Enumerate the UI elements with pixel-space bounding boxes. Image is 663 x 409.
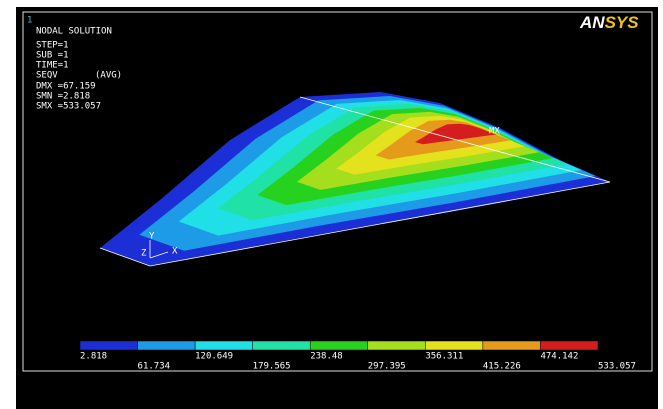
- triad-label: Z: [141, 249, 147, 259]
- legend-label: 120.649: [195, 352, 233, 362]
- legend-label: 238.48: [310, 352, 343, 362]
- legend-label: 356.311: [425, 352, 463, 362]
- legend-label: 297.395: [368, 362, 406, 372]
- frame: [22, 11, 653, 372]
- info-title: NODAL SOLUTION: [36, 27, 112, 37]
- legend-swatch: [482, 340, 541, 351]
- info-stat: DMX =67.159: [36, 82, 96, 92]
- info-result: SEQV: [36, 71, 58, 81]
- legend-swatch: [252, 340, 311, 351]
- info-line: STEP=1: [36, 41, 69, 51]
- legend: 2.818 61.734 120.649 179.565 238.48 297.395 35…: [79, 340, 636, 372]
- logo-part: AN: [579, 13, 605, 32]
- legend-label: 415.226: [483, 362, 521, 372]
- contour-band: [415, 123, 497, 145]
- legend-swatch: [540, 340, 599, 351]
- legend-label: 474.142: [540, 352, 578, 362]
- triad-axis: [149, 251, 169, 259]
- info-stat: SMN =2.818: [36, 92, 90, 102]
- legend-swatch: [137, 340, 196, 351]
- legend-swatch: [367, 340, 426, 351]
- logo-part: SYS: [605, 13, 640, 32]
- edge: [99, 96, 611, 267]
- legend-label: 533.057: [598, 362, 636, 372]
- info-line: SUB =1: [36, 51, 69, 61]
- logo: ANSYS: [579, 13, 639, 32]
- legend-label: 179.565: [253, 362, 291, 372]
- legend-label: 2.818: [80, 352, 107, 362]
- info-stat: SMX =533.057: [36, 102, 101, 112]
- legend-swatch: [309, 340, 369, 351]
- max-marker: MX: [489, 127, 500, 137]
- legend-swatch: [79, 340, 138, 351]
- info-line: TIME=1: [36, 61, 69, 71]
- triad-label: X: [172, 247, 178, 257]
- legend-swatch: [425, 340, 484, 351]
- legend-swatch: [194, 340, 253, 351]
- triad-label: Y: [149, 232, 155, 242]
- window-number: 1: [27, 16, 32, 26]
- model: Y X Z MX: [99, 92, 611, 267]
- legend-label: 61.734: [138, 362, 171, 372]
- info-avg: (AVG): [95, 71, 122, 81]
